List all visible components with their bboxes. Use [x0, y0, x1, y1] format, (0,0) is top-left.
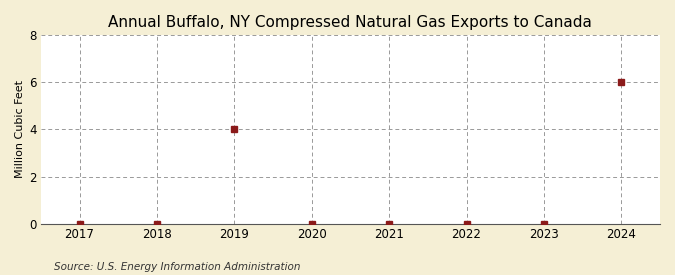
- Title: Annual Buffalo, NY Compressed Natural Gas Exports to Canada: Annual Buffalo, NY Compressed Natural Ga…: [109, 15, 593, 30]
- Y-axis label: Million Cubic Feet: Million Cubic Feet: [15, 81, 25, 178]
- Text: Source: U.S. Energy Information Administration: Source: U.S. Energy Information Administ…: [54, 262, 300, 272]
